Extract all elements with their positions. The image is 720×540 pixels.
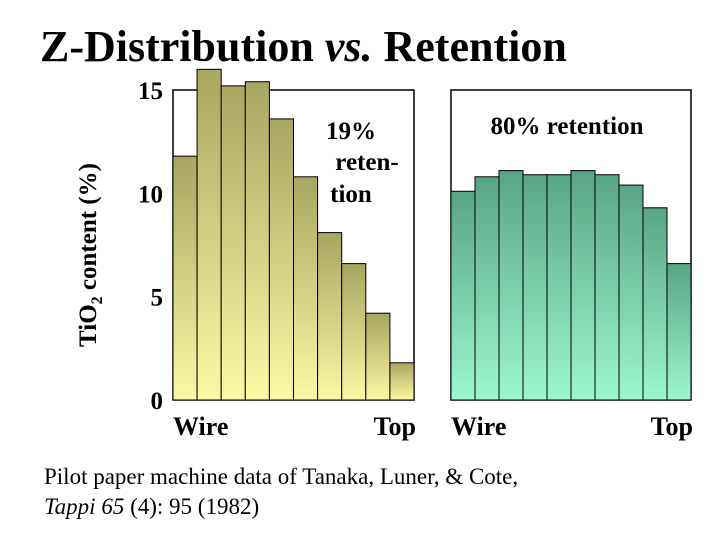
right-bar — [642, 207, 668, 401]
right-x-end-label: Top — [651, 412, 693, 441]
right-bar — [546, 174, 572, 401]
citation-rest: (4): 95 (1982) — [124, 494, 260, 519]
title-vs: vs. — [324, 22, 373, 71]
left-bar — [293, 176, 319, 401]
left-bar — [341, 263, 367, 401]
left-bar — [317, 232, 343, 401]
citation-journal: Tappi 65 — [44, 494, 125, 519]
left-x-end-label: Top — [374, 412, 416, 441]
left-bar — [196, 68, 222, 401]
right-bar — [570, 170, 596, 401]
right-bar — [594, 174, 620, 401]
left-bar — [389, 362, 415, 401]
right-bars — [450, 170, 692, 401]
left-retention-annotation: tion — [330, 181, 372, 208]
left-bar — [172, 155, 198, 401]
citation: Pilot paper machine data of Tanaka, Lune… — [44, 462, 518, 522]
left-bars — [172, 68, 415, 401]
left-bar — [268, 118, 294, 401]
title-main: Z-Distribution — [40, 22, 314, 71]
right-bar — [522, 174, 548, 401]
citation-line-2: Tappi 65 (4): 95 (1982) — [44, 492, 518, 522]
citation-line-1: Pilot paper machine data of Tanaka, Lune… — [44, 464, 519, 489]
left-bar — [365, 312, 391, 401]
left-retention-annotation: reten- — [335, 149, 398, 176]
left-retention-annotation: 19% — [326, 118, 376, 145]
left-bar — [220, 85, 246, 401]
right-bar — [450, 190, 476, 401]
y-axis-label: TiO2 content (%) — [75, 163, 106, 347]
right-bar — [666, 263, 692, 401]
right-x-start-label: Wire — [451, 412, 506, 441]
chart-title: Z-Distribution vs. Retention — [40, 22, 567, 72]
y-tick-label: 15 — [138, 78, 163, 105]
left-x-start-label: Wire — [173, 412, 228, 441]
left-bar — [244, 81, 270, 401]
right-bar — [618, 184, 644, 401]
y-tick-label: 10 — [138, 181, 163, 208]
y-tick-label: 0 — [151, 388, 164, 415]
retention-bar-charts: 0 5 10 15 Wire Top 19% reten-tion Wire Top 80% ret… — [75, 68, 693, 441]
right-retention-annotation: 80% retention — [491, 113, 644, 140]
y-tick-label: 5 — [151, 285, 164, 312]
right-bar — [498, 170, 524, 401]
right-bar — [474, 176, 500, 401]
title-tail: Retention — [383, 22, 567, 71]
